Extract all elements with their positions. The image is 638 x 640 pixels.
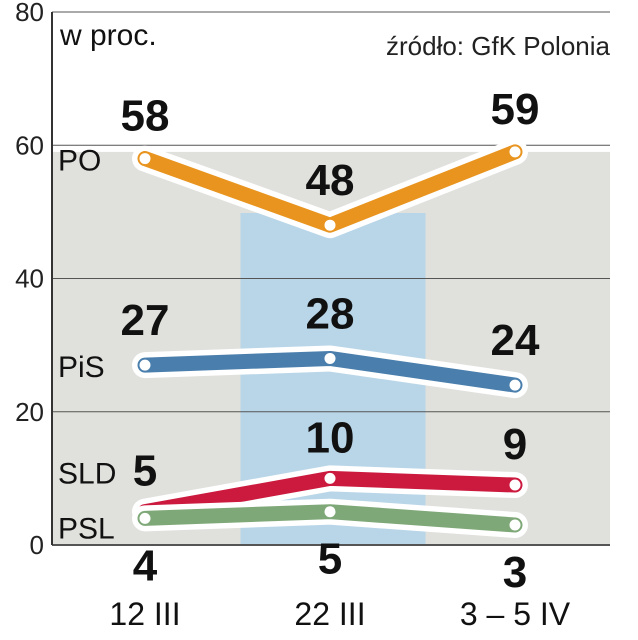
data-label: 5 bbox=[133, 447, 157, 496]
data-point bbox=[324, 219, 336, 231]
data-label: 9 bbox=[503, 420, 527, 469]
data-label: 28 bbox=[306, 289, 355, 338]
y-tick-label: 0 bbox=[30, 530, 44, 560]
data-point bbox=[324, 472, 336, 484]
data-point bbox=[139, 512, 151, 524]
data-label: 48 bbox=[306, 156, 355, 205]
source-label: źródło: GfK Polonia bbox=[386, 31, 611, 61]
category-label: 22 III bbox=[294, 596, 365, 632]
category-label: 3 – 5 IV bbox=[460, 596, 571, 632]
data-point bbox=[324, 352, 336, 364]
category-label: 12 III bbox=[109, 596, 180, 632]
data-label: 5 bbox=[318, 535, 342, 584]
data-label: 58 bbox=[121, 92, 170, 141]
y-tick-label: 40 bbox=[15, 264, 44, 294]
y-tick-label: 20 bbox=[15, 397, 44, 427]
data-label: 24 bbox=[491, 316, 540, 365]
data-point bbox=[139, 153, 151, 165]
y-tick-label: 60 bbox=[15, 130, 44, 160]
data-label: 27 bbox=[121, 296, 170, 345]
data-point bbox=[509, 479, 521, 491]
unit-label: w proc. bbox=[59, 19, 157, 52]
data-point bbox=[324, 506, 336, 518]
data-label: 59 bbox=[491, 85, 540, 134]
data-point bbox=[139, 359, 151, 371]
data-label: 3 bbox=[503, 548, 527, 597]
series-name: PiS bbox=[58, 351, 105, 384]
data-point bbox=[509, 146, 521, 158]
series-name: SLD bbox=[58, 458, 116, 491]
series-name: PSL bbox=[58, 512, 115, 545]
data-label: 10 bbox=[306, 413, 355, 462]
data-point bbox=[509, 379, 521, 391]
data-point bbox=[509, 519, 521, 531]
data-label: 4 bbox=[133, 541, 158, 590]
series-name: PO bbox=[58, 145, 101, 178]
y-tick-label: 80 bbox=[15, 0, 44, 27]
